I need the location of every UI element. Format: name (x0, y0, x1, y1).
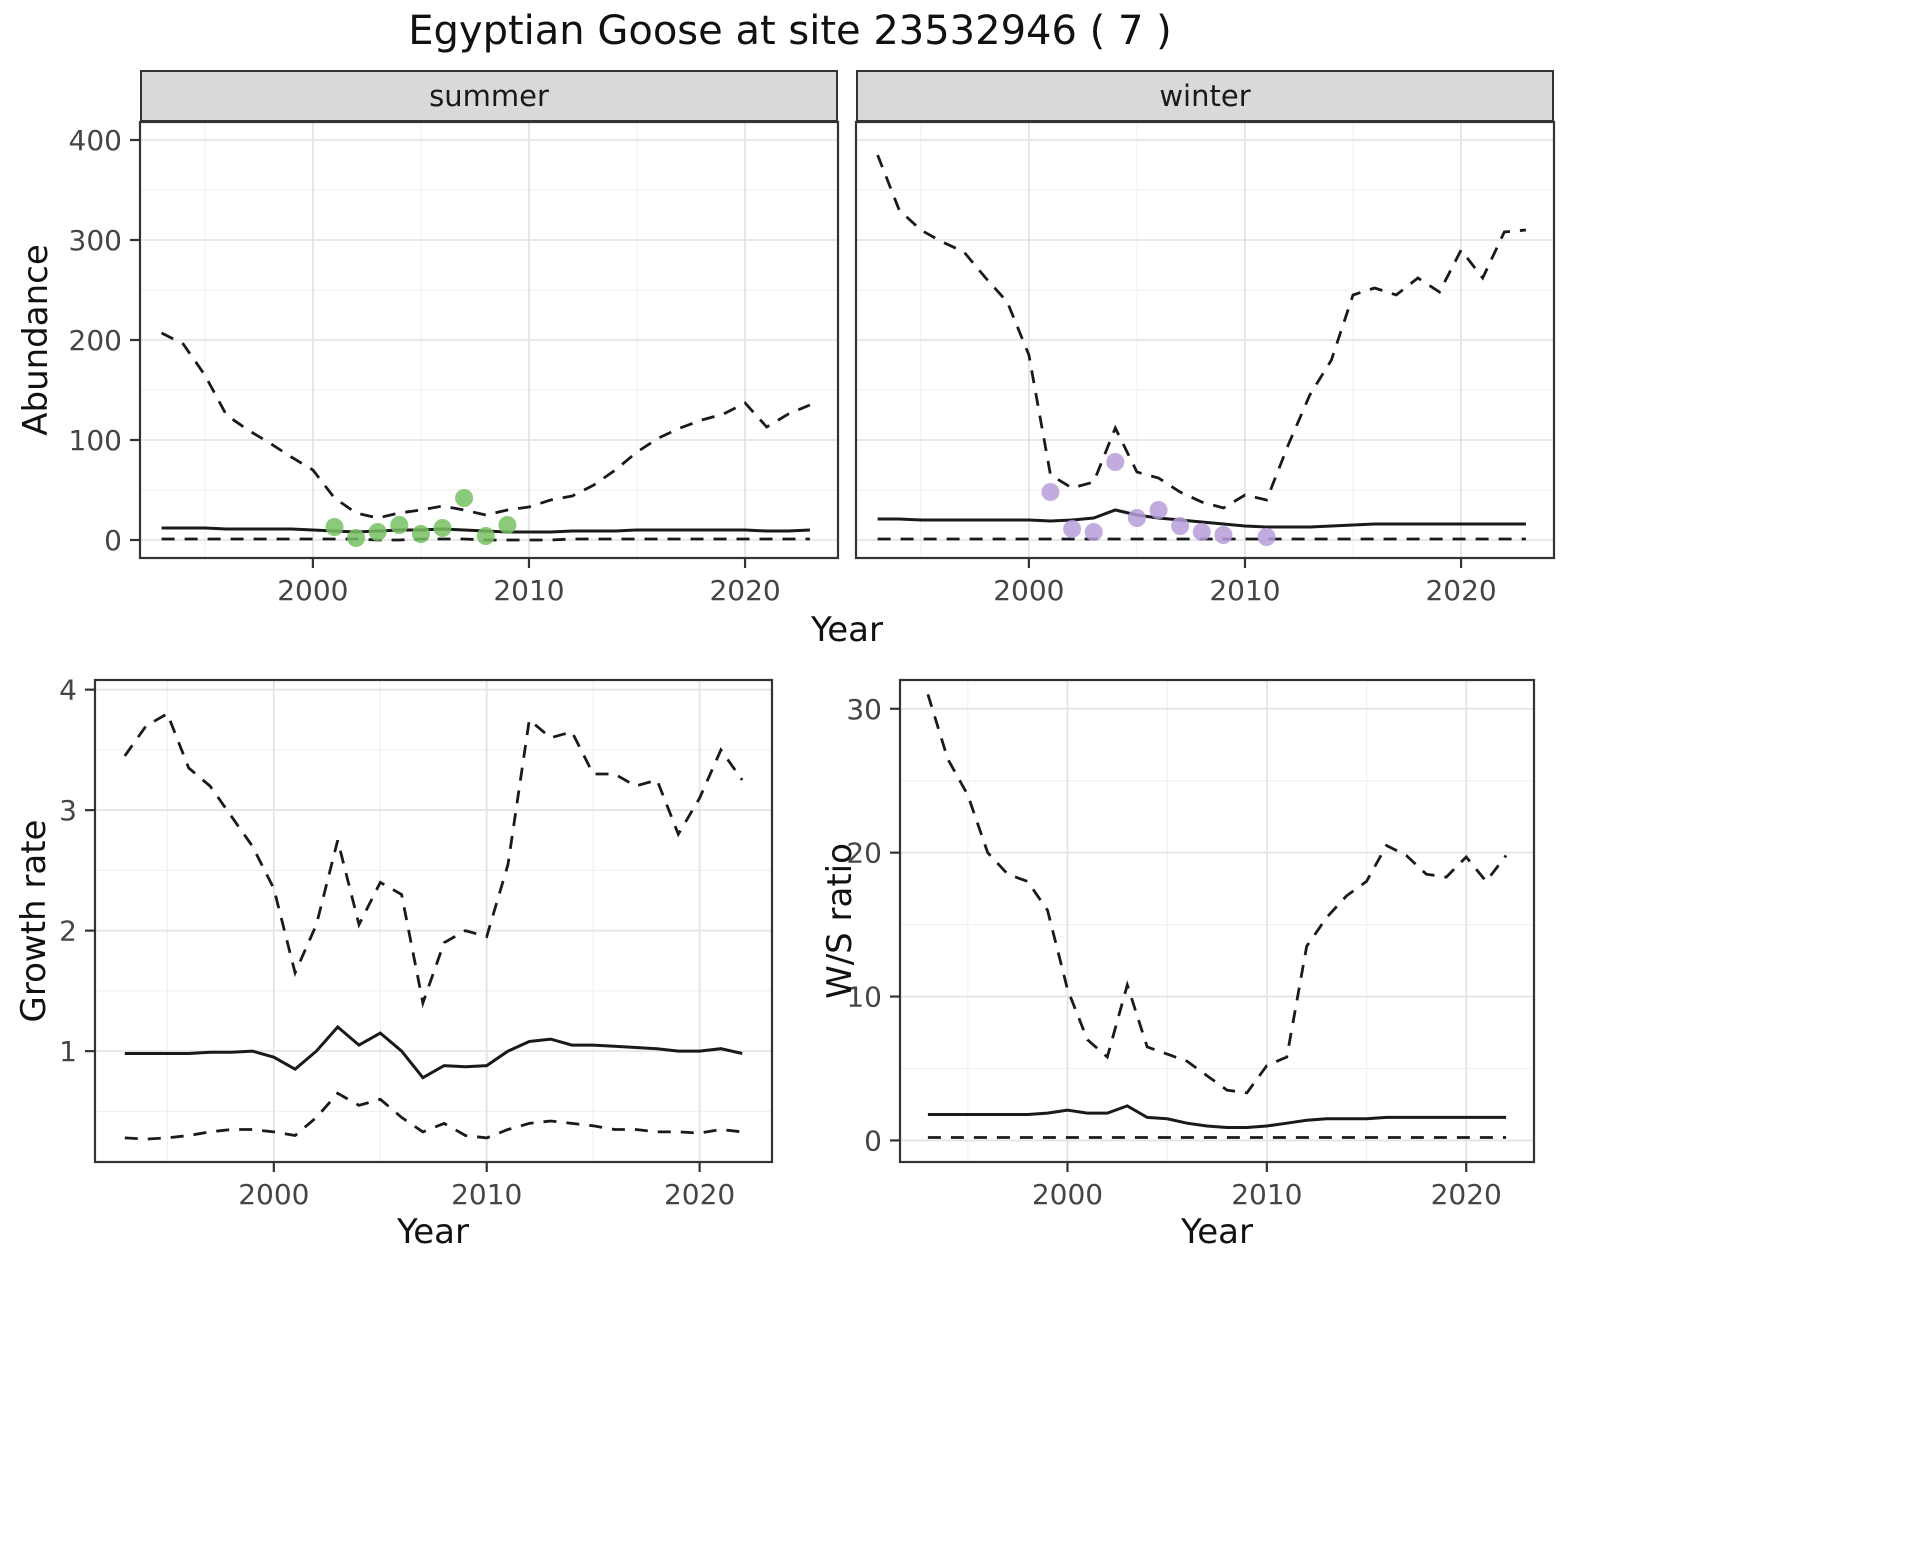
series-lower-ci (124, 1091, 743, 1141)
facet-strip-summer: summer (140, 70, 838, 122)
x-tick-label: 2020 (664, 1178, 735, 1211)
x-tick-label: 2010 (1209, 574, 1280, 607)
series-upper-ci (160, 331, 811, 520)
y-axis-title-abundance: Abundance (16, 244, 56, 436)
panel-growth-rate: 2000 2010 2020 1 2 3 4 (59, 674, 774, 1211)
series-estimate (927, 1104, 1507, 1129)
x-axis-title-year-ws: Year (1181, 1212, 1253, 1252)
panel-border (93, 678, 774, 1164)
y-tick-label: 200 (69, 324, 122, 357)
y-tick-label: 2 (59, 915, 77, 948)
panel-border (854, 120, 1556, 560)
y-axis-title-ws-ratio: W/S ratio (820, 843, 860, 999)
x-tick-label: 2010 (451, 1178, 522, 1211)
y-tick-label: 0 (864, 1124, 882, 1157)
y-tick-label: 3 (59, 794, 77, 827)
y-tick-label: 1 (59, 1035, 77, 1068)
x-tick-label: 2020 (709, 574, 780, 607)
y-tick-label: 20 (846, 837, 882, 870)
y-tick-label: 10 (846, 981, 882, 1014)
x-tick-label: 2000 (1032, 1178, 1103, 1211)
x-tick-label: 2000 (238, 1178, 309, 1211)
x-tick-label: 2000 (277, 574, 348, 607)
y-tick-label: 300 (69, 224, 122, 257)
facet-strip-label: winter (1159, 79, 1251, 113)
x-axis-title-year-top: Year (811, 610, 883, 650)
x-tick-label: 2020 (1425, 574, 1496, 607)
y-tick-label: 100 (69, 424, 122, 457)
series-estimate (877, 508, 1526, 529)
x-tick-label: 2000 (993, 574, 1064, 607)
y-axis-title-growth-rate: Growth rate (14, 819, 54, 1023)
x-tick-label: 2010 (493, 574, 564, 607)
y-tick-label: 400 (69, 124, 122, 157)
y-tick-label: 30 (846, 693, 882, 726)
facet-strip-winter: winter (856, 70, 1554, 122)
series-upper-ci (123, 711, 744, 1009)
facet-strip-label: summer (429, 79, 549, 113)
observed-winter-counts (1041, 453, 1276, 546)
chart-title: Egyptian Goose at site 23532946 ( 7 ) (408, 8, 1172, 54)
series-upper-ci (876, 154, 1527, 510)
y-tick-label: 0 (104, 524, 122, 557)
x-tick-label: 2010 (1231, 1178, 1302, 1211)
panel-abundance-summer: 2000 2010 2020 0 100 200 300 400 (69, 120, 840, 607)
panel-ws-ratio: 2000 2010 2020 0 10 20 30 (846, 678, 1536, 1211)
y-tick-label: 4 (59, 674, 77, 707)
observed-summer-counts (325, 489, 517, 547)
x-axis-title-year-growth: Year (397, 1212, 469, 1252)
panel-border (898, 678, 1536, 1164)
series-estimate (124, 1024, 743, 1080)
series-upper-ci (926, 693, 1508, 1095)
x-tick-label: 2020 (1431, 1178, 1502, 1211)
panel-abundance-winter: 2000 2010 2020 (854, 120, 1556, 607)
